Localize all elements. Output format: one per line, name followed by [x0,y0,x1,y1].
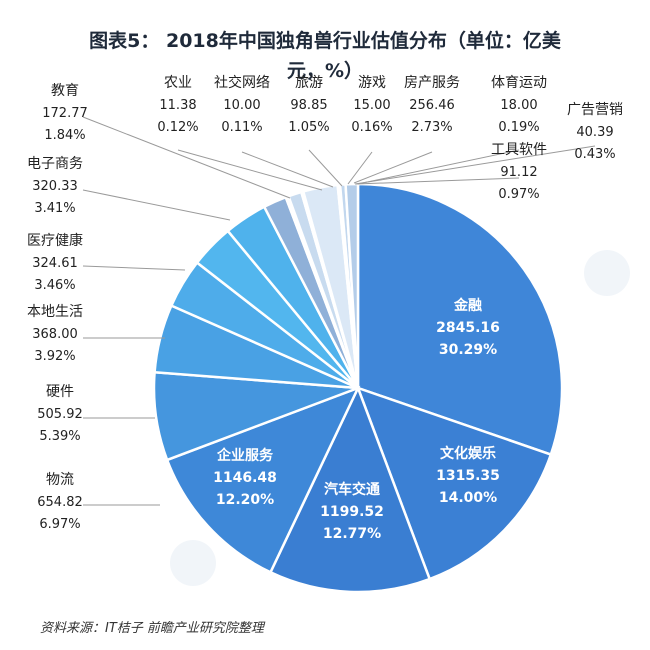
slice-label-percent: 14.00% [439,490,497,506]
slice-label-name: 体育运动 [491,75,547,91]
pie-slice-1 [356,182,564,457]
leader-line [357,149,520,185]
slice-label-name: 农业 [164,75,192,91]
slice-label-name: 游戏 [358,75,386,91]
slice-label-value: 172.77 [42,106,88,121]
slice-label-percent: 0.19% [498,120,539,135]
slice-label-value: 256.46 [409,98,455,113]
slice-label-name: 旅游 [295,75,323,91]
slice-label-percent: 0.16% [351,120,392,135]
leader-line [177,149,323,191]
pie-slice-4 [165,385,361,574]
chart-title: 图表5： 2018年中国独角兽行业估值分布（单位：亿美 元，%） [0,26,650,86]
slice-label-percent: 0.12% [157,120,198,135]
slice-label-percent: 3.46% [34,278,75,293]
pie-slice-2 [355,385,553,581]
slice-label-name: 企业服务 [216,447,274,464]
slice-label-value: 40.39 [576,125,613,140]
slice-label-name: 房产服务 [404,75,460,91]
slice-label-percent: 0.11% [221,120,262,135]
slice-label-name: 本地生活 [27,304,83,320]
slice-label-value: 10.00 [223,98,260,113]
slice-label-percent: 6.97% [39,517,80,532]
slice-label-name: 广告营销 [567,102,623,118]
slice-label-name: 社交网络 [214,74,270,91]
slice-label-percent: 5.39% [39,429,80,444]
slice-label-value: 15.00 [353,98,390,113]
slice-label-value: 324.61 [32,256,78,271]
slice-label-percent: 0.97% [498,187,539,202]
slice-label-value: 18.00 [500,98,537,113]
slice-label-name: 医疗健康 [27,232,83,249]
leader-line [82,265,186,271]
slice-label-percent: 1.05% [288,120,329,135]
slice-label-name: 工具软件 [491,142,547,158]
slice-label-name: 汽车交通 [324,481,380,498]
slice-label-value: 2845.16 [436,320,500,336]
slice-label-percent: 2.73% [411,120,452,135]
leader-line [308,149,343,187]
slice-label-name: 电子商务 [27,156,83,172]
slice-label-value: 654.82 [37,495,83,510]
watermark-logo [584,250,630,296]
slice-label-name: 教育 [51,83,79,99]
chart-title-line1: 图表5： 2018年中国独角兽行业估值分布（单位：亿美 [89,30,561,52]
slice-label-percent: 0.43% [574,147,615,162]
slice-label-name: 文化娱乐 [440,445,496,462]
slice-label-percent: 3.41% [34,201,75,216]
leader-line [82,189,231,221]
slice-label-value: 1315.35 [436,468,500,484]
slice-label-value: 98.85 [290,98,327,113]
leader-line [82,116,291,199]
slice-label-value: 320.33 [32,179,78,194]
leader-line [347,151,373,185]
leader-line [353,151,433,184]
source-note: 资料来源：IT桔子 前瞻产业研究院整理 [40,621,264,636]
chart-title-line2: 元，%） [286,60,364,82]
slice-label-percent: 3.92% [34,349,75,364]
slice-label-value: 505.92 [37,407,83,422]
slice-label-value: 1199.52 [320,504,384,520]
leader-line [354,145,596,185]
slice-label-percent: 1.84% [44,128,85,143]
pie-slice-3 [268,384,432,594]
slice-label-name: 硬件 [46,384,74,400]
slice-label-value: 91.12 [500,165,537,180]
leader-line [355,177,520,185]
slice-label-percent: 30.29% [439,342,497,358]
leader-line [241,151,334,188]
slice-label-name: 物流 [46,472,74,488]
watermark-logo [170,540,216,586]
slice-label-value: 1146.48 [213,470,277,486]
slice-label-percent: 12.20% [216,492,274,508]
slice-label-percent: 12.77% [323,526,381,542]
slice-label-value: 11.38 [159,98,196,113]
slice-label-name: 金融 [453,297,482,314]
slice-label-value: 368.00 [32,327,78,342]
